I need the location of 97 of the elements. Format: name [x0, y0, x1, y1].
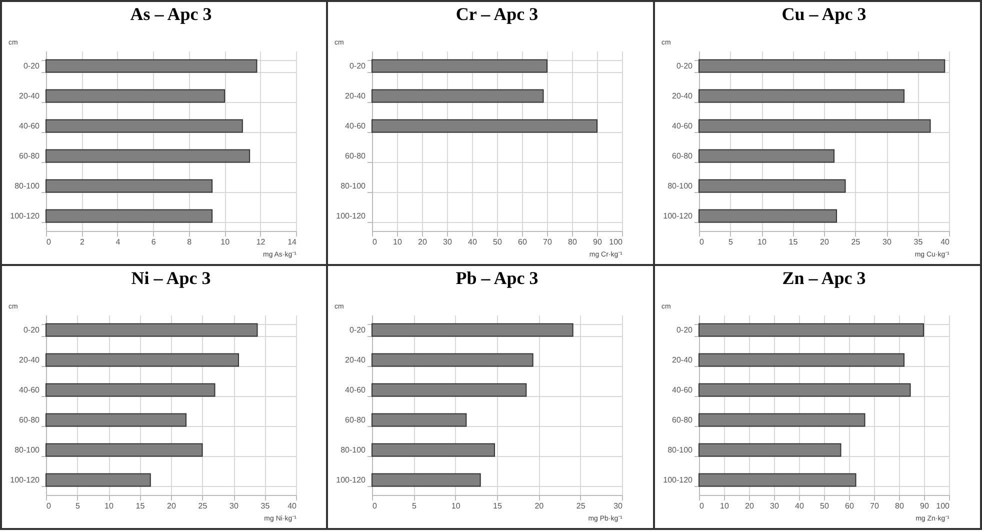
x-tick-label: 35	[260, 502, 270, 510]
y-tick-label: 40-60	[345, 122, 366, 130]
x-tick-label: 20	[820, 238, 830, 246]
x-tick-label: 35	[914, 238, 924, 246]
chart-title: Cu – Apc 3	[782, 4, 866, 24]
x-tick-label: 10	[104, 502, 114, 510]
x-tick-label: 6	[151, 238, 156, 246]
x-tick-label: 60	[845, 502, 854, 510]
x-tick-label: 70	[870, 502, 880, 510]
x-tick-label: 90	[593, 238, 602, 246]
x-tick-label: 12	[256, 238, 266, 246]
y-tick-label: 0-20	[23, 62, 40, 70]
x-tick-label: 30	[230, 502, 239, 510]
x-tick-label: 25	[576, 502, 586, 510]
y-tick-label: 80-100	[14, 182, 40, 190]
x-tick-label: 20	[745, 502, 754, 510]
y-tick-label: 20-40	[672, 92, 694, 100]
y-tick-label: 80-100	[340, 446, 366, 454]
x-tick-label: 0	[700, 238, 704, 246]
y-tick-label: 40-60	[345, 386, 366, 394]
x-tick-label: 5	[728, 238, 734, 246]
x-tick-label: 10	[451, 502, 461, 510]
x-tick-label: 50	[820, 502, 830, 510]
y-tick-label: 0-20	[349, 62, 366, 70]
x-tick-label: 0	[700, 502, 704, 510]
y-tick-label: 60-80	[672, 152, 694, 160]
x-tick-label: 15	[493, 502, 502, 510]
y-tick-label: 60-80	[345, 416, 366, 424]
y-tick-label: 20-40	[19, 92, 40, 100]
y-tick-label: 0-20	[676, 326, 694, 334]
y-tick-label: 100-120	[336, 212, 366, 220]
x-tick-label: 30	[614, 502, 624, 510]
y-tick-label: 40-60	[672, 386, 694, 394]
x-tick-label: 15	[788, 238, 798, 246]
x-tick-label: 70	[543, 238, 552, 246]
x-tick-label: 10	[220, 238, 230, 246]
y-tick-label: 100-120	[336, 476, 366, 484]
y-tick-label: 60-80	[19, 152, 40, 160]
x-tick-label: 0	[46, 238, 52, 246]
x-tick-label: 20	[534, 502, 544, 510]
y-tick-label: 40-60	[19, 122, 40, 130]
x-tick-label: 8	[187, 238, 192, 246]
x-tick-label: 40	[468, 238, 478, 246]
x-tick-label: 20	[418, 238, 428, 246]
y-tick-label: 40-60	[19, 386, 40, 394]
chart-title: As – Apc 3	[130, 4, 212, 24]
x-tick-label: 5	[76, 502, 81, 510]
y-tick-label: 100-120	[10, 212, 40, 220]
x-tick-label: 40	[795, 502, 804, 510]
x-tick-label: 0	[372, 238, 378, 246]
y-tick-label: 100-120	[10, 476, 40, 484]
y-tick-label: 60-80	[672, 416, 694, 424]
y-tick-label: 0-20	[349, 326, 366, 334]
x-tick-label: 80	[895, 502, 904, 510]
x-tick-label: 25	[198, 502, 208, 510]
y-tick-label: 100-120	[663, 476, 694, 484]
x-tick-label: 100	[936, 502, 950, 510]
x-tick-label: 60	[518, 238, 528, 246]
x-tick-label: 10	[758, 238, 767, 246]
y-tick-label: 0-20	[23, 326, 40, 334]
y-tick-label: 0-20	[676, 62, 694, 70]
y-tick-label: 80-100	[668, 182, 694, 190]
x-tick-label: 10	[720, 502, 730, 510]
x-tick-label: 0	[46, 502, 52, 510]
x-tick-label: 15	[136, 502, 146, 510]
x-tick-label: 4	[116, 238, 121, 246]
x-tick-label: 10	[393, 238, 402, 246]
chart-title: Pb – Apc 3	[456, 268, 538, 288]
x-tick-label: 90	[920, 502, 930, 510]
chart-title: Zn – Apc 3	[782, 268, 866, 288]
x-tick-label: 50	[493, 238, 502, 246]
y-tick-label: 20-40	[345, 92, 366, 100]
y-tick-label: 60-80	[345, 152, 366, 160]
y-tick-label: 40-60	[672, 122, 694, 130]
x-tick-label: 80	[568, 238, 578, 246]
x-tick-label: 100	[609, 238, 624, 246]
y-tick-label: 20-40	[345, 356, 366, 364]
x-tick-label: 20	[167, 502, 176, 510]
chart-title: Cr – Apc 3	[456, 4, 538, 24]
x-tick-label: 30	[770, 502, 780, 510]
x-tick-label: 2	[80, 238, 85, 246]
x-tick-label: 14	[288, 238, 298, 246]
y-tick-label: 80-100	[668, 446, 694, 454]
x-tick-label: 30	[443, 238, 452, 246]
chart-title: Ni – Apc 3	[131, 268, 211, 288]
y-tick-label: 80-100	[340, 182, 366, 190]
x-tick-label: 5	[412, 502, 417, 510]
y-tick-label: 80-100	[14, 446, 40, 454]
y-tick-label: 60-80	[19, 416, 40, 424]
x-tick-label: 25	[851, 238, 861, 246]
y-tick-label: 100-120	[663, 212, 694, 220]
y-tick-label: 20-40	[19, 356, 40, 364]
y-tick-label: 20-40	[672, 356, 694, 364]
x-tick-label: 30	[882, 238, 892, 246]
x-tick-label: 40	[288, 502, 298, 510]
x-tick-label: 40	[940, 238, 950, 246]
x-tick-label: 0	[372, 502, 378, 510]
